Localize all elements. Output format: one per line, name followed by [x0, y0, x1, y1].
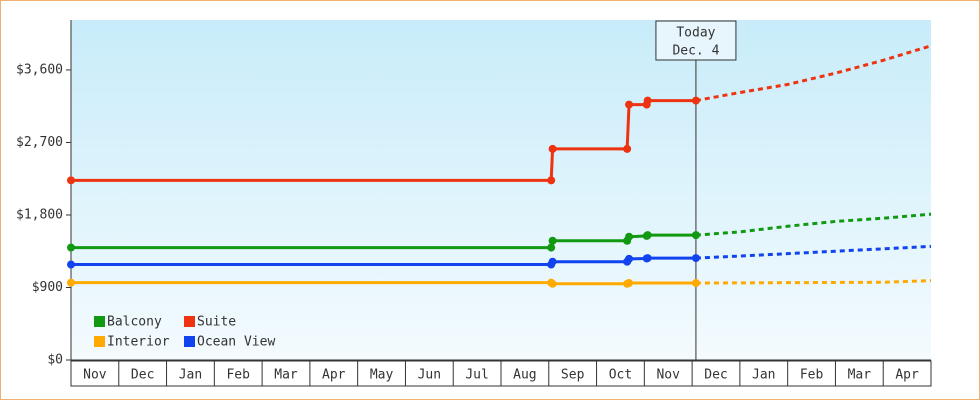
x-tick-label: Dec	[704, 368, 727, 383]
today-box	[655, 20, 737, 61]
x-tick-label: Dec	[131, 368, 154, 383]
legend-label: Suite	[197, 315, 236, 330]
legend-swatch	[184, 336, 195, 347]
legend-swatch	[184, 316, 195, 327]
x-tick-label: Jul	[465, 368, 488, 383]
point	[643, 96, 652, 105]
legend-label: Ocean View	[197, 335, 275, 350]
x-tick-label: May	[370, 368, 394, 383]
legend-label: Balcony	[107, 315, 162, 330]
point	[625, 100, 634, 109]
x-tick-label: Nov	[83, 368, 107, 383]
y-tick-label: $0	[47, 353, 63, 368]
point	[548, 279, 557, 288]
series-line	[71, 281, 696, 286]
point	[67, 176, 75, 185]
x-tick-label: Jan	[752, 368, 775, 383]
forecast-line	[695, 212, 932, 237]
point	[547, 243, 556, 252]
point	[67, 243, 75, 252]
point	[67, 278, 75, 287]
point	[548, 236, 557, 245]
legend-swatch	[94, 316, 105, 327]
point	[625, 254, 634, 263]
y-tick-label: $2,700	[16, 135, 63, 150]
y-tick-label: $900	[32, 280, 63, 295]
point	[691, 279, 700, 288]
x-tick-label: Feb	[800, 368, 824, 383]
x-tick-label: Mar	[848, 368, 872, 383]
x-tick-label: Apr	[895, 368, 919, 383]
x-tick-label: Jun	[418, 368, 441, 383]
point	[691, 231, 700, 240]
today-label: Dec. 4	[672, 44, 719, 59]
x-tick-label: Mar	[274, 368, 298, 383]
x-tick-label: Apr	[322, 368, 346, 383]
forecast-line	[695, 279, 932, 285]
point	[547, 176, 556, 185]
x-tick-label: Nov	[656, 368, 680, 383]
point	[548, 257, 557, 266]
x-tick-label: Aug	[513, 368, 536, 383]
legend-swatch	[94, 336, 105, 347]
y-tick-label: $1,800	[16, 207, 63, 222]
point	[548, 144, 557, 153]
point	[643, 254, 652, 263]
legend-label: Interior	[107, 335, 170, 350]
point	[691, 254, 700, 263]
x-tick-label: Feb	[226, 368, 250, 383]
point	[623, 144, 632, 153]
x-tick-label: Oct	[609, 368, 632, 383]
x-tick-label: Jan	[179, 368, 202, 383]
x-tick-label: Sep	[561, 368, 585, 383]
plot-area	[71, 20, 931, 360]
point	[691, 96, 700, 105]
point	[67, 260, 75, 269]
forecast-line	[695, 244, 932, 260]
y-tick-label: $3,600	[16, 62, 63, 77]
point	[625, 279, 634, 288]
point	[643, 231, 652, 240]
point	[625, 232, 634, 241]
forecast-line	[695, 44, 932, 103]
today-label: Today	[676, 26, 715, 41]
